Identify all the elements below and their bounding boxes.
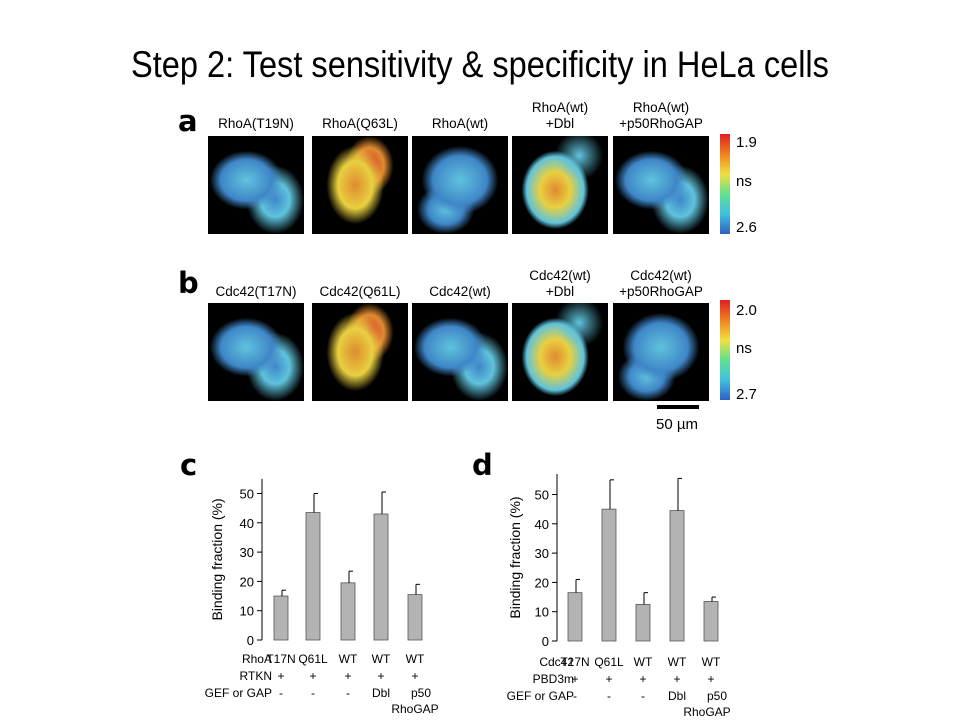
row-entry-d-1-3: WT (634, 655, 653, 669)
row-entry-c-3-3: - (346, 686, 350, 700)
row-entry-c-2-5: + (411, 669, 418, 683)
micrograph-b-2 (312, 303, 408, 401)
row-entry-c-2-3: + (344, 669, 351, 683)
y-axis-label-c: Binding fraction (%) (209, 498, 225, 620)
micrograph-b-5 (613, 303, 709, 401)
bar-c-1 (273, 595, 289, 641)
y-tick-label-c-20: 20 (240, 574, 254, 589)
row-entry-d-2-4: + (673, 672, 680, 686)
micrograph-a-2 (312, 136, 408, 234)
row-label-d-2: PBD3m (533, 672, 574, 686)
y-tick-label-c-30: 30 (240, 545, 254, 560)
row-entry-d-3-4: Dbl (668, 689, 686, 703)
micrograph-b-4 (512, 303, 608, 401)
y-tick-label-c-0: 0 (247, 633, 254, 648)
bar-d-4 (669, 510, 685, 642)
panel-b-letter: b (178, 266, 199, 300)
row-entry-d-1-2: Q61L (594, 655, 624, 669)
y-tick-label-d-30: 30 (535, 546, 549, 561)
scale-bar-label: 50 µm (656, 416, 698, 433)
micrograph-a-1 (208, 136, 304, 234)
row-entry-d-3-2: - (607, 689, 611, 703)
row-entry-d-1-4: WT (668, 655, 687, 669)
row-entry-d-2-1: + (571, 672, 578, 686)
bar-d-5 (703, 601, 719, 642)
y-tick-label-c-50: 50 (240, 487, 254, 502)
bar-c-4 (373, 513, 389, 641)
micrograph-b-3 (412, 303, 508, 401)
row-entry-c-3-4: Dbl (372, 686, 390, 700)
slide-title: Step 2: Test sensitivity & specificity i… (131, 44, 829, 85)
row-entry-c-1-1: T17N (266, 652, 295, 666)
image-label-b-5: Cdc42(wt) +p50RhoGAP (619, 268, 703, 299)
row-label-c-3: GEF or GAP (205, 686, 272, 700)
row-entry-c-3-2: - (311, 686, 315, 700)
lifetime-color-scale-a (720, 134, 730, 234)
row-entry-c-1-3: WT (339, 652, 358, 666)
row-entry-c-2-1: + (277, 669, 284, 683)
row-entry-d-3-1: - (573, 689, 577, 703)
row-entry-c-1-2: Q61L (298, 652, 328, 666)
row-entry-d-2-3: + (639, 672, 646, 686)
row-entry-c-1-5: WT (406, 652, 425, 666)
row-entry-c-1-4: WT (372, 652, 391, 666)
scale-b-top: 2.0 (736, 302, 757, 319)
scale-a-bottom: 2.6 (736, 219, 757, 236)
y-tick-label-d-50: 50 (535, 488, 549, 503)
micrograph-a-3 (412, 136, 508, 234)
row-entry-d-2-2: + (605, 672, 612, 686)
row-entry-d-1-1: T17N (560, 655, 589, 669)
y-tick-label-c-40: 40 (240, 516, 254, 531)
scale-a-top: 1.9 (736, 134, 757, 151)
micrograph-b-1 (208, 303, 304, 401)
row-label-c-2: RTKN (240, 669, 272, 683)
y-tick-label-d-10: 10 (535, 605, 549, 620)
scale-a-unit: ns (736, 173, 752, 190)
image-label-a-4: RhoA(wt) +Dbl (531, 100, 589, 131)
scale-b-unit: ns (736, 340, 752, 357)
row-entry-d-3-3: - (641, 689, 645, 703)
row-extra-label-d: RhoGAP (683, 705, 730, 719)
row-entry-c-2-4: + (377, 669, 384, 683)
y-tick-label-c-10: 10 (240, 604, 254, 619)
bar-c-3 (340, 582, 356, 641)
row-extra-label-c: RhoGAP (391, 702, 438, 716)
micrograph-a-5 (613, 136, 709, 234)
panel-d-letter: d (472, 448, 493, 482)
row-label-d-1: Cdc42 (539, 655, 574, 669)
image-label-b-1: Cdc42(T17N) (215, 284, 297, 299)
row-label-c-1: RhoA (242, 652, 272, 666)
bar-d-1 (567, 592, 583, 642)
y-tick-label-d-20: 20 (535, 575, 549, 590)
micrograph-a-4 (512, 136, 608, 234)
image-label-b-3: Cdc42(wt) (429, 284, 491, 299)
image-label-b-2: Cdc42(Q61L) (319, 284, 401, 299)
row-entry-c-2-2: + (309, 669, 316, 683)
y-axis-label-d: Binding fraction (%) (507, 496, 523, 618)
row-entry-d-3-5: p50 (707, 689, 727, 703)
row-entry-c-3-1: - (279, 686, 283, 700)
panel-c-letter: c (180, 448, 198, 482)
panel-a-letter: a (178, 104, 198, 138)
row-entry-c-3-5: p50 (411, 686, 431, 700)
scale-bar (657, 405, 699, 409)
row-label-d-3: GEF or GAP (507, 689, 574, 703)
image-label-a-1: RhoA(T19N) (218, 116, 294, 131)
image-label-a-5: RhoA(wt) +p50RhoGAP (619, 100, 703, 131)
scale-b-bottom: 2.7 (736, 386, 757, 403)
y-tick-label-d-40: 40 (535, 517, 549, 532)
image-label-b-4: Cdc42(wt) +Dbl (529, 268, 591, 299)
image-label-a-3: RhoA(wt) (431, 116, 489, 131)
image-label-a-2: RhoA(Q63L) (322, 116, 398, 131)
lifetime-color-scale-b (720, 300, 730, 400)
bar-c-5 (407, 594, 423, 641)
y-tick-label-d-0: 0 (542, 634, 549, 649)
bar-c-2 (305, 512, 321, 641)
row-entry-d-2-5: + (707, 672, 714, 686)
row-entry-d-1-5: WT (702, 655, 721, 669)
bar-d-2 (601, 508, 617, 642)
bar-d-3 (635, 603, 651, 642)
